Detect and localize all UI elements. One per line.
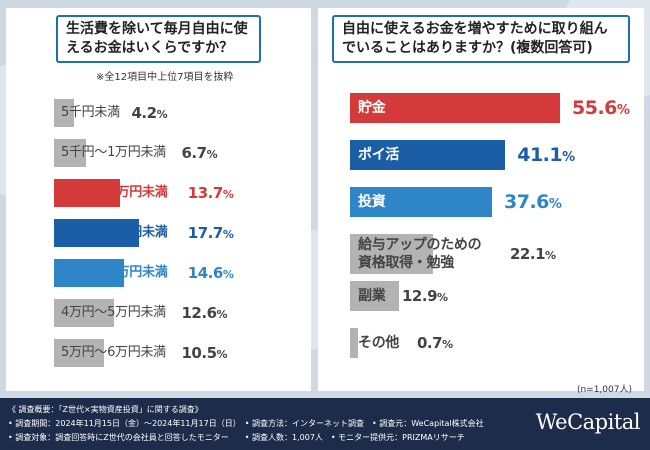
bar (350, 140, 506, 170)
bar-value: 12.9% (402, 282, 448, 312)
bar-label: 5千円未満 (61, 105, 120, 120)
bar-value: 17.7% (188, 219, 234, 249)
bar-value: 13.7% (188, 179, 234, 209)
bar-value: 22.1% (510, 240, 556, 270)
bar-value: 12.6% (182, 299, 228, 329)
bar-value-unit: % (216, 308, 228, 321)
bar-value: 4.2% (132, 99, 168, 129)
bar-value-number: 12.6 (181, 304, 218, 322)
bar-value: 0.7% (417, 329, 453, 359)
left-chart-note: ※全12項目中上位7項目を抜粋 (96, 72, 234, 83)
footer-survey-title: 《 調査概要：「Z世代×実物資産投資」に関する調査》 (8, 405, 203, 414)
bar-value-number: 41.1 (517, 144, 563, 166)
bar-value-unit: % (442, 338, 453, 351)
bar-value: 10.5% (182, 339, 228, 369)
left-chart-panel: 生活費を除いて毎月自由に使えるお金はいくらですか？ ※全12項目中上位7項目を抜… (6, 8, 311, 391)
bar-value-number: 37.6 (504, 191, 549, 213)
bar-label: その他 (358, 335, 400, 351)
bar-label: 貯金 (358, 100, 386, 116)
left-chart-title: 生活費を除いて毎月自由に使えるお金はいくらですか？ (56, 15, 261, 63)
bar-value-number: 22.1 (510, 245, 546, 263)
bar-value-unit: % (156, 108, 168, 121)
right-chart-panel: 自由に使えるお金を増やすために取り組んでいることはありますか？(複数回答可) 貯… (318, 8, 644, 391)
bar-value-unit: % (562, 150, 575, 165)
bar-value-unit: % (548, 197, 562, 212)
bar-value-number: 12.9 (402, 287, 438, 305)
bar (54, 99, 75, 127)
bar-label: 4万円～5万円未満 (61, 305, 166, 320)
bar-value-unit: % (216, 348, 228, 361)
footer-survey-target: • 調査対象：調査回答時にZ世代の会社員と回答したモニター • 調査人数：1,0… (8, 433, 465, 442)
survey-footer: 《 調査概要：「Z世代×実物資産投資」に関する調査》 • 調査期間：2024年1… (0, 398, 650, 450)
bar-value-number: 17.7 (187, 224, 224, 242)
bar-label: 3万円～4万円未満 (61, 259, 168, 287)
bar-value-unit: % (437, 291, 448, 304)
bar-label: 2万円～3万円未満 (61, 219, 168, 247)
bar-value: 6.7% (182, 139, 218, 169)
bar-label: 1万円～2万円未満 (61, 179, 168, 207)
bar-value: 55.6% (572, 94, 630, 125)
bar-label: 副業 (358, 288, 386, 304)
bar-value-unit: % (222, 268, 234, 281)
bar-value-unit: % (545, 249, 556, 262)
bar-label: ポイ活 (358, 147, 400, 163)
bar-value-unit: % (222, 188, 234, 201)
bar-label: 5万円～6万円未満 (61, 345, 166, 360)
bar-value-unit: % (206, 148, 218, 161)
bar (54, 339, 105, 367)
bar-label: 5千円～1万円未満 (61, 145, 166, 160)
bar-value-number: 10.5 (181, 344, 218, 362)
bar-value: 41.1% (517, 141, 575, 172)
bar (350, 281, 399, 311)
bar-label: 給与アップのための 資格取得・勉強 (358, 234, 482, 276)
bar (350, 328, 358, 358)
bar-label: 投資 (358, 194, 386, 210)
bar (54, 139, 87, 167)
right-chart-title: 自由に使えるお金を増やすために取り組んでいることはありますか？(複数回答可) (332, 15, 630, 63)
bar-value-number: 13.7 (187, 184, 224, 202)
bar (350, 234, 434, 274)
bar-value-number: 4.2 (131, 104, 158, 122)
bar (350, 93, 560, 123)
bar-value: 37.6% (504, 188, 562, 219)
bar-value-number: 6.7 (181, 144, 208, 162)
bar-value: 14.6% (188, 259, 234, 289)
wecapital-logo: WeCapital (535, 410, 641, 434)
bar (54, 299, 115, 327)
bar-label-line: 資格取得・勉強 (358, 255, 454, 271)
bar (350, 187, 492, 217)
sample-size-note: (n=1,007人) (576, 385, 632, 395)
footer-survey-period: • 調査期間：2024年11月15日（金）～2024年11月17日（日） • 調… (8, 419, 484, 428)
bar-value-number: 0.7 (417, 334, 443, 352)
bar-label-line: 給与アップのための (358, 237, 482, 253)
bar-value-unit: % (616, 103, 630, 118)
bar-value-number: 55.6 (572, 97, 617, 119)
bar-value-unit: % (222, 228, 234, 241)
bar-value-number: 14.6 (187, 264, 224, 282)
